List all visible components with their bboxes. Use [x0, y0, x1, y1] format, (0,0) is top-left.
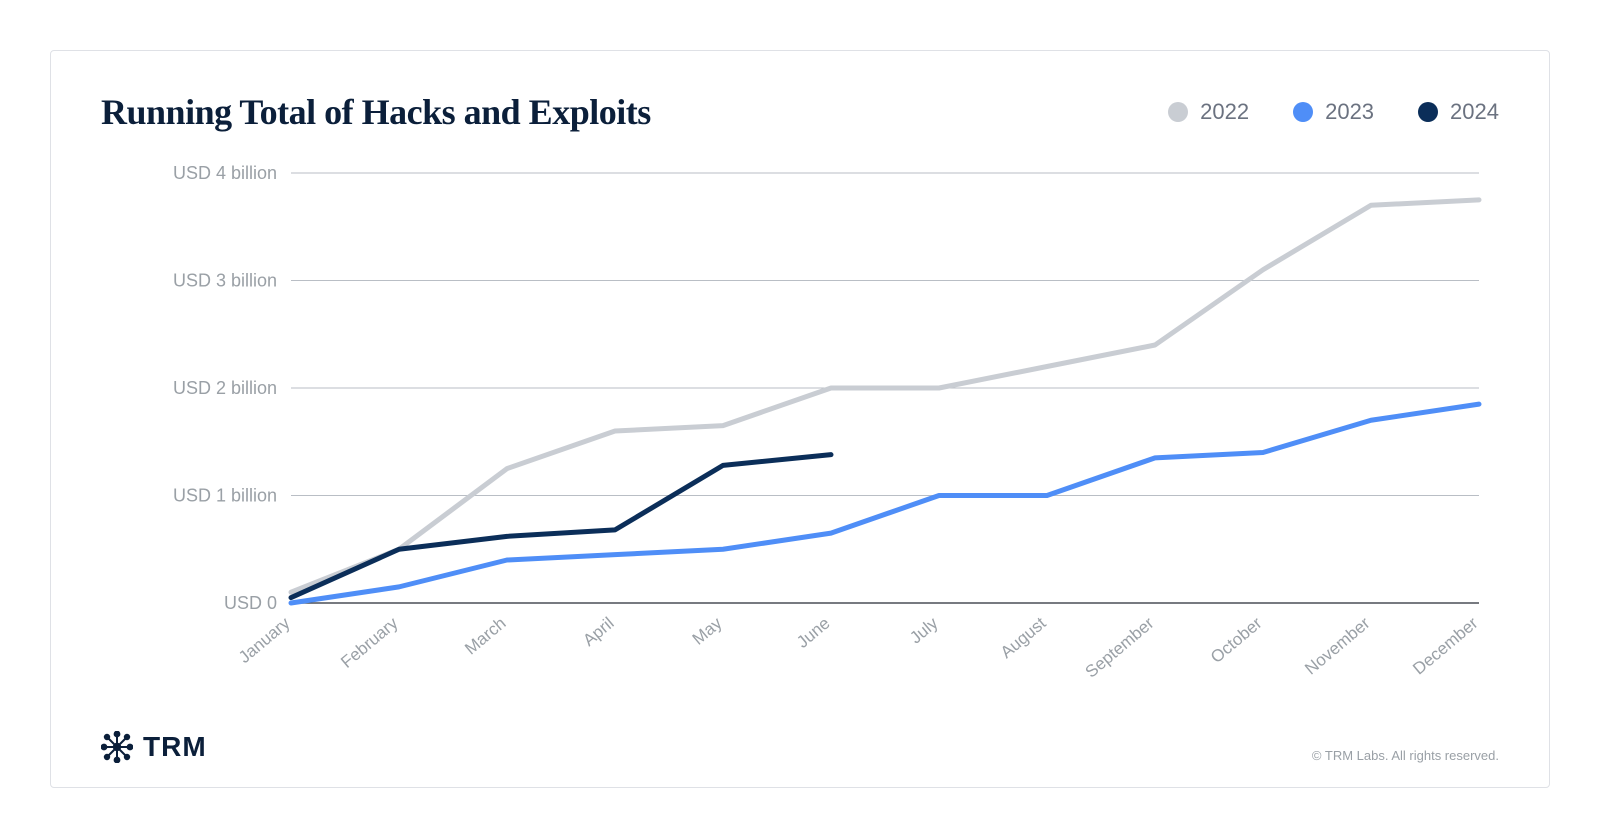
x-tick: January [235, 613, 294, 667]
x-tick-label: December [1409, 613, 1482, 678]
header-row: Running Total of Hacks and Exploits 2022… [101, 91, 1499, 133]
brand: TRM [101, 731, 207, 763]
legend-swatch-icon [1293, 102, 1313, 122]
x-tick: March [461, 614, 509, 659]
copyright-text: © TRM Labs. All rights reserved. [1312, 748, 1499, 763]
legend-label: 2022 [1200, 99, 1249, 125]
legend-swatch-icon [1418, 102, 1438, 122]
line-chart: USD 0 USD 1 billion USD 2 billion USD 3 bil… [101, 163, 1499, 713]
x-tick: July [906, 613, 942, 647]
x-tick: September [1082, 613, 1158, 681]
chart-card: Running Total of Hacks and Exploits 2022… [50, 50, 1550, 788]
legend-label: 2024 [1450, 99, 1499, 125]
x-tick: November [1301, 613, 1374, 678]
brand-text: TRM [143, 731, 207, 763]
series-line-2023 [291, 404, 1479, 603]
legend-swatch-icon [1168, 102, 1188, 122]
x-tick-label: September [1082, 613, 1158, 681]
brand-network-icon [101, 731, 133, 763]
chart-area: USD 0 USD 1 billion USD 2 billion USD 3 bil… [101, 163, 1499, 713]
y-tick-label: USD 4 billion [173, 163, 277, 183]
x-tick-label: March [461, 614, 509, 659]
footer-row: TRM © TRM Labs. All rights reserved. [101, 723, 1499, 763]
y-tick-label: USD 0 [224, 593, 277, 613]
y-tick-label: USD 3 billion [173, 271, 277, 291]
x-tick-label: July [906, 613, 942, 647]
series-line-2024 [291, 455, 831, 598]
x-tick-label: June [793, 614, 833, 652]
x-tick: June [793, 614, 833, 652]
y-tick-label: USD 1 billion [173, 486, 277, 506]
x-tick-label: April [579, 614, 617, 650]
x-tick: December [1409, 613, 1482, 678]
x-tick-label: October [1207, 613, 1266, 667]
x-tick-label: May [689, 613, 726, 649]
x-tick: August [997, 613, 1050, 662]
legend-item-2024: 2024 [1418, 99, 1499, 125]
x-tick-label: February [337, 613, 402, 672]
x-tick: April [579, 614, 617, 650]
legend-item-2023: 2023 [1293, 99, 1374, 125]
y-tick-label: USD 2 billion [173, 378, 277, 398]
x-tick: October [1207, 613, 1266, 667]
x-tick-label: November [1301, 613, 1374, 678]
series-line-2022 [291, 200, 1479, 592]
x-tick-label: August [997, 613, 1050, 662]
x-tick: May [689, 613, 726, 649]
chart-title: Running Total of Hacks and Exploits [101, 91, 651, 133]
x-tick: February [337, 613, 402, 672]
x-tick-label: January [235, 613, 294, 667]
legend-label: 2023 [1325, 99, 1374, 125]
legend-item-2022: 2022 [1168, 99, 1249, 125]
legend: 2022 2023 2024 [1168, 99, 1499, 125]
